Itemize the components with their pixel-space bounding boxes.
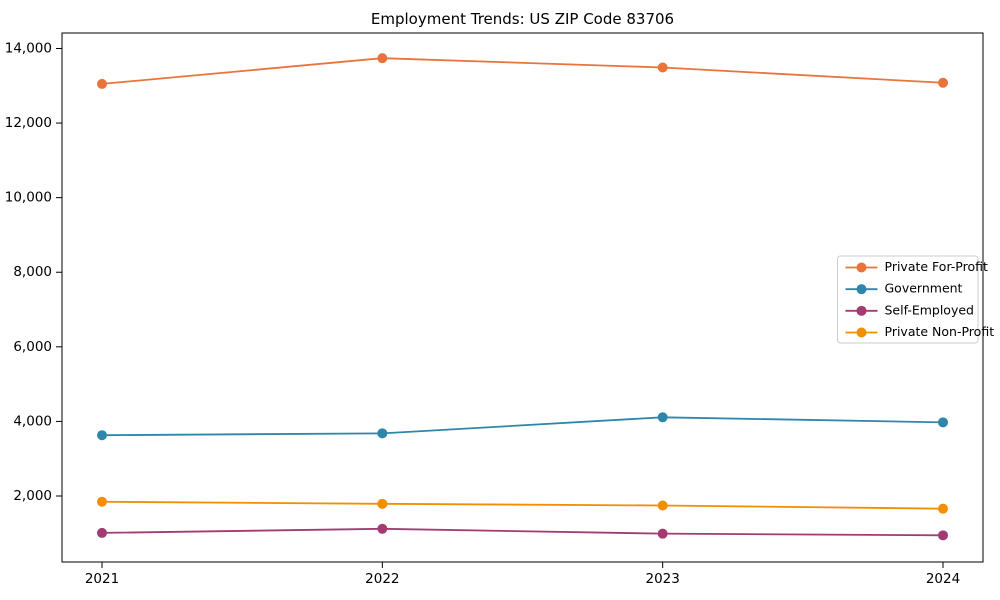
data-point-marker (377, 498, 388, 509)
data-point-marker (938, 77, 948, 88)
legend-swatch-marker (856, 305, 867, 316)
legend-box (837, 255, 979, 344)
x-tick-label: 2023 (645, 571, 679, 587)
y-tick-label: 2,000 (13, 488, 52, 504)
y-axis: 2,000 4,000 6,000 8,000 10,000 12,000 14,000 (5, 40, 62, 504)
series-line (101, 416, 944, 437)
data-point-marker (657, 62, 668, 73)
legend-swatch-marker (856, 262, 867, 273)
y-tick-label: 8,000 (13, 264, 52, 280)
data-point-marker (657, 500, 668, 511)
series-self-employed (97, 523, 948, 541)
legend-swatch-marker (856, 327, 867, 338)
data-point-marker (97, 78, 107, 89)
x-axis: 2021 2022 2023 2024 (85, 562, 960, 587)
legend-swatch-marker (856, 284, 867, 295)
data-point-marker (657, 412, 668, 423)
data-point-marker (377, 53, 388, 64)
legend: Private For-Profit Government Self-Employe… (837, 255, 995, 344)
legend-item: Private Non-Profit (845, 324, 995, 339)
legend-label: Self-Employed (885, 302, 974, 317)
data-point-marker (938, 417, 948, 428)
legend-label: Private For-Profit (885, 259, 988, 274)
plot-border (61, 32, 984, 563)
legend-item: Self-Employed (845, 302, 974, 317)
series-line (101, 500, 944, 510)
series-private-for-profit (97, 53, 948, 89)
data-point-marker (97, 430, 107, 441)
series-government (97, 412, 948, 441)
legend-item: Government (845, 281, 963, 296)
data-point-marker (97, 527, 107, 538)
data-point-marker (97, 496, 107, 507)
x-tick-label: 2024 (926, 571, 960, 587)
legend-label: Government (885, 281, 963, 296)
data-point-marker (377, 428, 388, 439)
series-private-non-profit (97, 496, 948, 514)
y-tick-label: 14,000 (5, 40, 52, 56)
data-point-marker (377, 523, 388, 534)
chart-title: Employment Trends: US ZIP Code 83706 (370, 10, 675, 28)
data-point-marker (938, 503, 948, 514)
data-point-marker (657, 528, 668, 539)
y-tick-label: 6,000 (13, 339, 52, 355)
y-tick-label: 4,000 (13, 413, 52, 429)
data-point-marker (938, 530, 948, 541)
x-tick-label: 2022 (365, 571, 399, 587)
x-tick-label: 2021 (85, 571, 119, 587)
legend-label: Private Non-Profit (885, 324, 995, 339)
series-line (101, 57, 944, 85)
y-tick-label: 12,000 (5, 115, 52, 131)
series-line (101, 527, 944, 537)
legend-item: Private For-Profit (845, 259, 988, 274)
y-tick-label: 10,000 (5, 190, 52, 206)
